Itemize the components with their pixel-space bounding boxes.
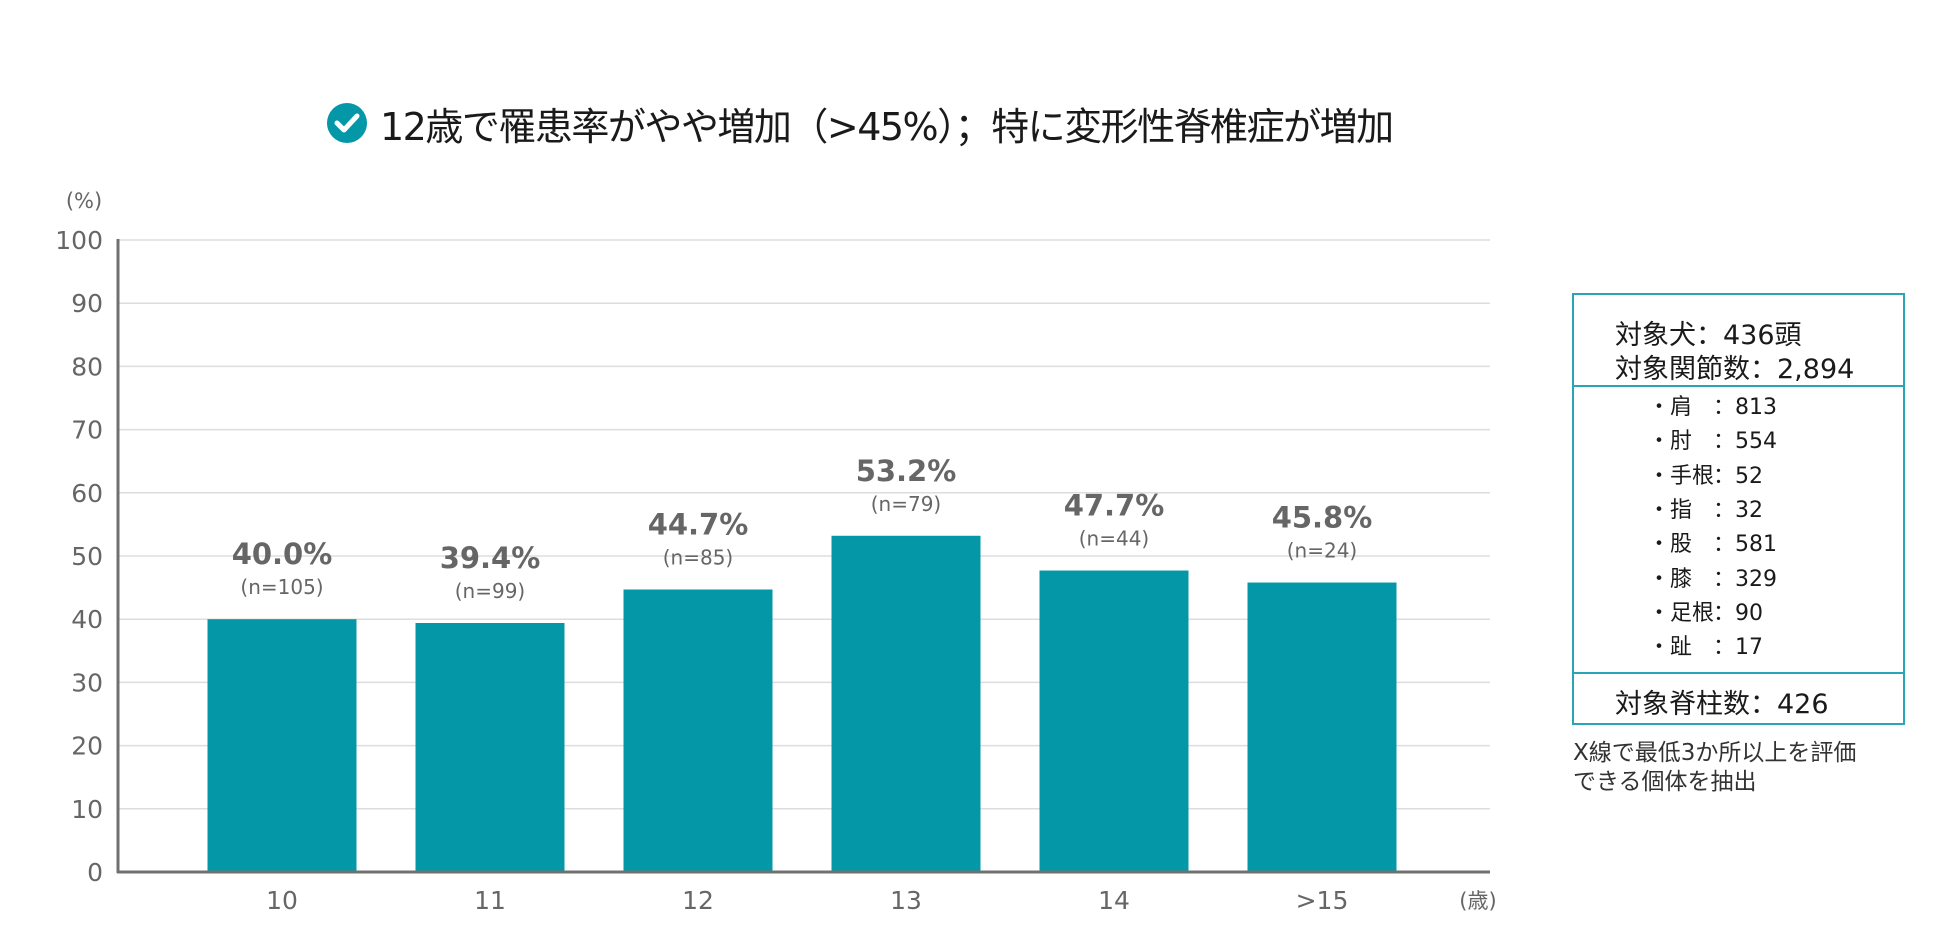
value-label: 53.2% — [856, 454, 957, 488]
joint-name: ・指 — [1648, 497, 1693, 523]
x-tick-label: 12 — [682, 886, 714, 915]
x-tick-label: 13 — [890, 886, 922, 915]
x-tick-label: >15 — [1296, 886, 1349, 915]
joint-name: ・膝 — [1648, 566, 1693, 592]
y-tick-label: 80 — [71, 352, 103, 381]
target-joints: 対象関節数：2,894 — [1615, 354, 1855, 385]
joint-count: ：554 — [1713, 429, 1777, 455]
bar — [831, 535, 981, 872]
chart-title: 12歳で罹患率がやや増加（>45%）；特に変形性脊椎症が増加 — [326, 98, 1394, 149]
y-tick-label: 0 — [87, 858, 103, 887]
y-tick-label: 70 — [71, 416, 103, 445]
n-label: (n=44) — [1079, 527, 1150, 551]
joint-count: ：17 — [1713, 635, 1763, 661]
x-tick-label: 11 — [474, 886, 506, 915]
joint-list-item: ・肘 ：554 — [1648, 423, 1777, 455]
joint-name: ・手根 — [1648, 463, 1715, 489]
bar — [415, 622, 565, 872]
y-tick-label: 50 — [71, 542, 103, 571]
value-label: 40.0% — [232, 537, 333, 571]
value-label: 45.8% — [1272, 501, 1373, 535]
y-tick-label: 30 — [71, 668, 103, 697]
value-label: 39.4% — [440, 541, 541, 575]
bar — [623, 589, 773, 872]
info-summary: 対象犬：436頭 対象関節数：2,894 — [1574, 295, 1903, 387]
joint-list-item: ・手根 ：52 — [1648, 458, 1763, 490]
joint-list: ・肩 ：813 ・肘 ：554 ・手根 ：52 ・指 ：32 ・股 ：581 ・膝 ：329 ・足根 ：9… — [1574, 387, 1903, 674]
value-label: 47.7% — [1064, 489, 1165, 523]
y-tick-label: 100 — [55, 226, 103, 255]
n-label: (n=99) — [455, 579, 526, 603]
joint-name: ・趾 — [1648, 635, 1693, 661]
info-box: 対象犬：436頭 対象関節数：2,894 ・肩 ：813 ・肘 ：554 ・手根 ：52 ・… — [1572, 293, 1905, 725]
n-label: (n=105) — [240, 575, 323, 599]
value-label: 44.7% — [648, 507, 749, 541]
joint-count: ：581 — [1713, 532, 1777, 558]
n-label: (n=85) — [663, 545, 734, 569]
y-tick-label: 90 — [71, 289, 103, 318]
target-spine: 対象脊柱数：426 — [1615, 689, 1829, 720]
bar — [1247, 582, 1397, 872]
joint-name: ・肩 — [1648, 395, 1693, 420]
joint-list-item: ・足根 ：90 — [1648, 595, 1763, 627]
joint-count: ：90 — [1713, 600, 1763, 626]
check-circle-icon — [327, 103, 367, 143]
target-dogs: 対象犬：436頭 — [1615, 320, 1802, 351]
joint-count: ：329 — [1713, 566, 1777, 592]
n-label: (n=79) — [871, 492, 942, 516]
joint-list-item: ・膝 ：329 — [1648, 561, 1777, 593]
y-tick-label: 20 — [71, 732, 103, 761]
bar — [1039, 570, 1189, 872]
n-label: (n=24) — [1287, 539, 1358, 563]
joint-count: ：32 — [1713, 497, 1763, 523]
bar-chart: 0 10 20 30 40 50 60 70 80 90 100 (%) (歳) 40.0% (n=105)… — [55, 189, 1496, 915]
y-tick-label: 60 — [71, 479, 103, 508]
joint-name: ・肘 — [1648, 429, 1693, 455]
joint-name: ・股 — [1648, 532, 1693, 558]
bar — [207, 619, 357, 872]
joint-count: ：52 — [1713, 463, 1763, 489]
title-text: 12歳で罹患率がやや増加（>45%）；特に変形性脊椎症が増加 — [380, 104, 1394, 149]
x-tick-label: 14 — [1098, 886, 1130, 915]
joint-count: ：813 — [1713, 395, 1777, 420]
info-spine: 対象脊柱数：426 — [1574, 674, 1903, 723]
y-tick-label: 40 — [71, 605, 103, 634]
x-tick-label: 10 — [266, 886, 298, 915]
y-tick-label: 10 — [71, 795, 103, 824]
footnote-line-1: X線で最低3か所以上を評価 — [1573, 740, 1857, 766]
y-axis-unit: (%) — [66, 189, 102, 213]
joint-list-item: ・趾 ：17 — [1648, 629, 1763, 661]
footnote-line-2: できる個体を抽出 — [1573, 769, 1757, 795]
x-axis-unit: (歳) — [1459, 889, 1496, 913]
joint-list-item: ・指 ：32 — [1648, 492, 1763, 524]
joint-list-item: ・股 ：581 — [1648, 526, 1777, 558]
joint-name: ・足根 — [1648, 600, 1715, 626]
joint-list-item: ・肩 ：813 — [1648, 389, 1777, 421]
